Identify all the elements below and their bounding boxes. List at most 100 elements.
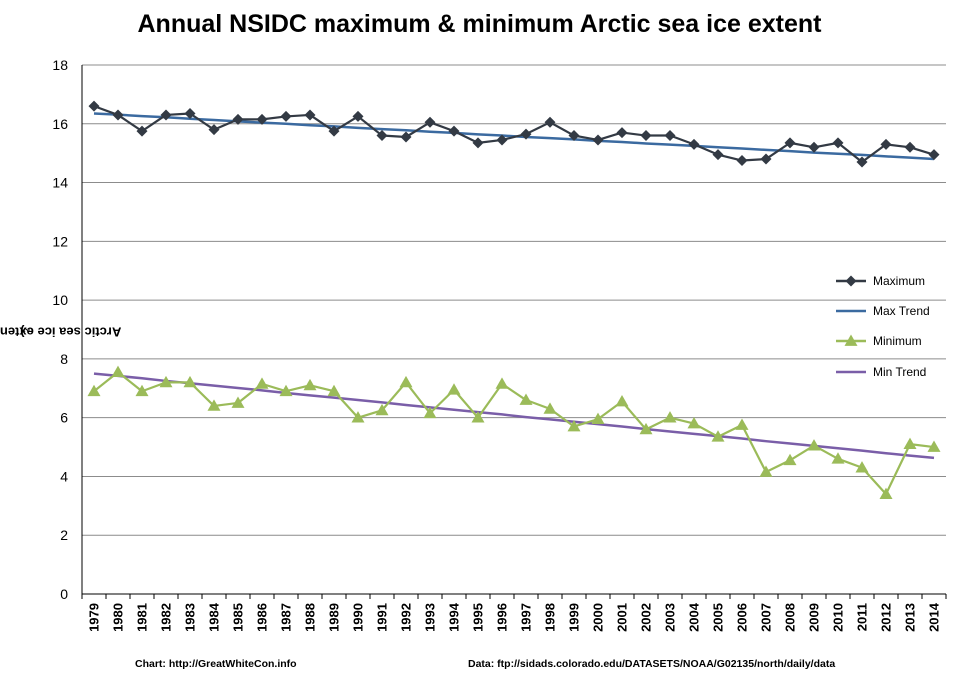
point-minimum-2003 [663,411,677,423]
point-maximum-2013 [904,141,916,153]
point-maximum-1996 [496,134,508,146]
chart-title: Annual NSIDC maximum & minimum Arctic se… [137,10,822,38]
point-minimum-1993 [423,406,437,419]
point-minimum-2000 [591,412,605,425]
x-tick-1984: 1984 [207,602,222,632]
point-minimum-1991 [375,403,389,416]
series-min-trend [93,372,935,460]
point-minimum-1990 [351,411,365,423]
x-tick-1996: 1996 [495,603,510,632]
series-line-min-trend [93,372,935,460]
point-minimum-1999 [567,419,581,432]
point-maximum-1995 [472,137,484,149]
x-tick-2005: 2005 [711,603,726,632]
point-minimum-2007 [759,465,773,477]
series-line-maximum [93,105,935,164]
point-minimum-1992 [399,375,413,388]
point-maximum-2001 [616,127,628,139]
x-tick-2011: 2011 [855,603,870,631]
x-tick-2010: 2010 [831,603,846,632]
point-minimum-1988 [303,378,317,391]
point-minimum-2004 [687,417,701,429]
point-maximum-1982 [160,109,172,121]
point-maximum-2003 [664,130,676,142]
point-minimum-1987 [279,384,293,397]
legend-label-max-trend: Max Trend [873,304,930,318]
point-maximum-1986 [256,113,268,125]
point-maximum-2002 [640,130,652,142]
point-maximum-2000 [592,134,604,146]
legend-label-min-trend: Min Trend [873,365,926,379]
x-tick-1982: 1982 [159,603,174,632]
point-maximum-1997 [520,128,532,140]
legend-label-maximum: Maximum [873,274,925,288]
series-group [87,100,941,499]
chart-credit: Chart: http://GreatWhiteCon.info [135,658,297,670]
x-tick-2006: 2006 [735,603,750,632]
legend-label-minimum: Minimum [873,334,922,348]
x-tick-labels: 1979 1980 1981 1982 1983 1984 1985 1986 1987 1988… [87,602,942,632]
y-tick-4: 4 [60,468,68,484]
y-tick-0: 0 [60,586,68,602]
x-tick-1979: 1979 [87,603,102,632]
x-tick-1998: 1998 [543,603,558,632]
series-line-minimum [93,371,935,496]
point-maximum-1987 [280,110,292,122]
point-maximum-2010 [832,137,844,149]
point-minimum-2005 [711,430,725,442]
x-tick-1985: 1985 [231,603,246,632]
point-minimum-1989 [327,384,341,397]
x-tick-1983: 1983 [183,603,198,632]
point-maximum-1999 [568,130,580,142]
point-minimum-1979 [87,384,101,397]
x-tick-1986: 1986 [255,603,270,632]
x-tick-1999: 1999 [567,603,582,632]
point-maximum-1991 [376,130,388,142]
point-minimum-1981 [135,384,149,397]
x-tick-2009: 2009 [807,603,822,632]
point-maximum-2005 [712,149,724,161]
point-maximum-1998 [544,116,556,128]
point-minimum-2012 [879,487,893,499]
legend-item-minimum: Minimum [836,334,922,348]
point-minimum-1997 [519,393,533,405]
y-tick-16: 16 [52,116,68,132]
x-tick-1990: 1990 [351,603,366,632]
point-minimum-2008 [783,453,797,466]
point-minimum-2013 [903,437,917,449]
point-maximum-2011 [856,156,868,168]
point-maximum-1984 [208,124,220,136]
x-tick-2007: 2007 [759,603,774,632]
x-tick-1991: 1991 [375,603,390,632]
point-maximum-1993 [424,116,436,128]
y-tick-14: 14 [52,175,68,191]
point-minimum-2011 [855,461,869,473]
x-tick-1988: 1988 [303,603,318,632]
x-tick-1992: 1992 [399,603,414,632]
y-tick-6: 6 [60,410,68,426]
point-minimum-1983 [183,375,197,388]
legend: Maximum Max Trend Minimum Min Trend [836,274,930,379]
point-maximum-2012 [880,138,892,150]
axes [81,65,947,599]
point-minimum-1996 [495,377,509,389]
point-minimum-2002 [639,422,653,435]
point-minimum-2006 [735,418,749,430]
y-tick-18: 18 [52,57,68,73]
x-tick-2002: 2002 [639,603,654,632]
point-minimum-1986 [255,377,269,389]
point-maximum-2007 [760,153,772,165]
legend-marker-maximum [845,275,857,287]
point-minimum-1985 [231,396,245,408]
x-tick-1981: 1981 [135,603,150,632]
point-minimum-1982 [159,375,173,388]
point-minimum-1998 [543,402,557,414]
point-minimum-2014 [927,440,941,452]
point-maximum-1990 [352,110,364,122]
point-maximum-1992 [400,131,412,143]
x-tick-2003: 2003 [663,603,678,632]
legend-item-maximum: Maximum [836,274,925,288]
series-minimum [87,365,941,499]
point-minimum-1984 [207,399,221,411]
point-maximum-1980 [112,109,124,121]
